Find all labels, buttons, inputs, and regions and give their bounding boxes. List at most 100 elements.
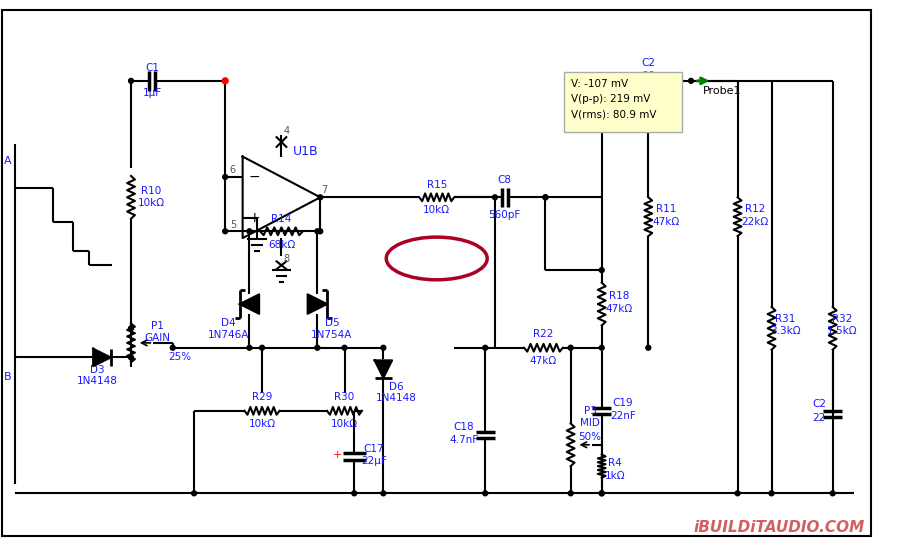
- Circle shape: [129, 326, 133, 331]
- Text: 50%: 50%: [579, 432, 601, 442]
- Text: +: +: [333, 451, 342, 461]
- FancyBboxPatch shape: [564, 72, 682, 132]
- Circle shape: [482, 345, 488, 350]
- Text: 25%: 25%: [168, 352, 191, 363]
- Text: D3: D3: [90, 365, 104, 375]
- Text: −: −: [248, 170, 260, 184]
- Text: 4: 4: [284, 126, 290, 136]
- Text: 1N4148: 1N4148: [375, 393, 417, 403]
- Text: P1: P1: [151, 322, 164, 331]
- Text: R10: R10: [141, 185, 161, 195]
- Circle shape: [129, 355, 133, 360]
- Circle shape: [599, 491, 604, 496]
- Text: GAIN: GAIN: [144, 333, 170, 343]
- Text: 4.7nF: 4.7nF: [449, 435, 479, 445]
- Text: C2: C2: [642, 59, 655, 68]
- Text: C1: C1: [146, 63, 159, 73]
- Polygon shape: [374, 360, 392, 378]
- Text: C17: C17: [364, 444, 384, 453]
- Text: U1B: U1B: [292, 145, 319, 158]
- Text: B: B: [4, 372, 12, 382]
- Text: R15: R15: [427, 180, 447, 190]
- Text: 7: 7: [321, 184, 328, 195]
- Text: 22nF: 22nF: [610, 411, 636, 421]
- Circle shape: [222, 174, 228, 179]
- Text: R11: R11: [655, 204, 676, 214]
- Text: 1N754A: 1N754A: [311, 330, 353, 340]
- Text: +: +: [248, 211, 260, 225]
- Circle shape: [568, 345, 573, 350]
- Text: R14: R14: [271, 214, 292, 224]
- Circle shape: [568, 491, 573, 496]
- Circle shape: [770, 491, 774, 496]
- Circle shape: [192, 491, 196, 496]
- Text: V: -107 mV: V: -107 mV: [571, 79, 628, 89]
- Text: 47kΩ: 47kΩ: [530, 356, 557, 366]
- Circle shape: [381, 345, 386, 350]
- Text: R4: R4: [608, 458, 622, 468]
- Text: 10kΩ: 10kΩ: [248, 420, 275, 429]
- Circle shape: [247, 229, 252, 234]
- Text: C18: C18: [454, 422, 474, 432]
- Text: 47kΩ: 47kΩ: [606, 304, 633, 314]
- Text: R32: R32: [832, 313, 852, 324]
- Text: 5: 5: [230, 220, 236, 230]
- Circle shape: [259, 345, 265, 350]
- Text: 22µF: 22µF: [361, 456, 386, 466]
- Text: R29: R29: [252, 392, 272, 402]
- Text: C8: C8: [498, 175, 512, 185]
- Text: D6: D6: [389, 382, 403, 392]
- Text: Probe1: Probe1: [703, 85, 742, 96]
- Text: 10kΩ: 10kΩ: [423, 205, 450, 215]
- Text: 1.5kΩ: 1.5kΩ: [827, 326, 858, 336]
- Text: D5: D5: [325, 318, 339, 329]
- Circle shape: [543, 195, 548, 200]
- Text: 68kΩ: 68kΩ: [268, 240, 295, 250]
- Text: R31: R31: [775, 313, 796, 324]
- Text: 6: 6: [230, 165, 236, 175]
- Text: 1µF: 1µF: [639, 94, 658, 103]
- Circle shape: [735, 491, 740, 496]
- Text: 1N4148: 1N4148: [76, 376, 118, 386]
- Circle shape: [315, 229, 320, 234]
- Text: 10kΩ: 10kΩ: [138, 198, 165, 208]
- Text: P3: P3: [583, 406, 597, 416]
- Text: V(rms): 80.9 mV: V(rms): 80.9 mV: [571, 110, 656, 120]
- Circle shape: [315, 345, 320, 350]
- Text: R12: R12: [745, 204, 765, 214]
- Text: R18: R18: [609, 292, 629, 301]
- Text: 1kΩ: 1kΩ: [605, 471, 626, 481]
- Circle shape: [599, 491, 604, 496]
- Text: iBUILDiTAUDIO.COM: iBUILDiTAUDIO.COM: [694, 520, 865, 535]
- Polygon shape: [308, 294, 327, 314]
- Circle shape: [831, 491, 835, 496]
- Text: R22: R22: [534, 329, 554, 339]
- Text: 1N746A: 1N746A: [207, 330, 248, 340]
- Circle shape: [646, 345, 651, 350]
- Text: 1µF: 1µF: [143, 88, 162, 97]
- Text: 47kΩ: 47kΩ: [652, 217, 680, 226]
- Circle shape: [318, 229, 323, 234]
- Circle shape: [318, 195, 323, 200]
- Circle shape: [543, 195, 548, 200]
- Circle shape: [492, 195, 498, 200]
- Text: C2: C2: [812, 399, 826, 409]
- Text: A: A: [4, 156, 12, 166]
- Circle shape: [482, 491, 488, 496]
- Circle shape: [342, 345, 347, 350]
- Text: C19: C19: [613, 398, 634, 408]
- Text: 560pF: 560pF: [489, 210, 521, 220]
- Text: 8: 8: [284, 254, 290, 264]
- Circle shape: [247, 345, 252, 350]
- Text: D4: D4: [220, 318, 236, 329]
- Text: R30: R30: [335, 392, 355, 402]
- Text: 10kΩ: 10kΩ: [331, 420, 358, 429]
- Circle shape: [222, 229, 228, 234]
- Circle shape: [222, 78, 228, 83]
- Circle shape: [599, 78, 604, 83]
- Text: 22kΩ: 22kΩ: [742, 217, 769, 226]
- Circle shape: [599, 345, 604, 350]
- Circle shape: [688, 78, 693, 83]
- Text: 3.3kΩ: 3.3kΩ: [770, 326, 800, 336]
- Polygon shape: [239, 294, 259, 314]
